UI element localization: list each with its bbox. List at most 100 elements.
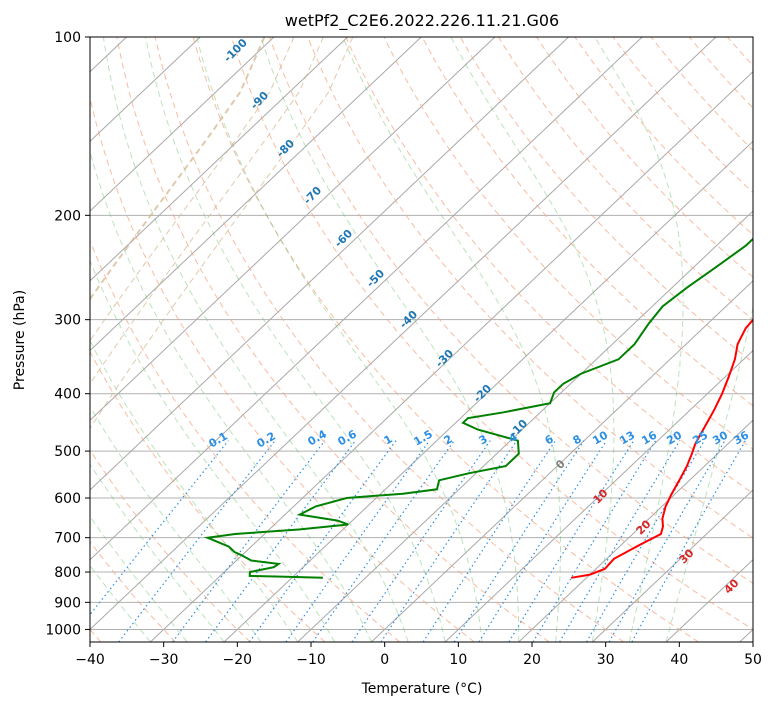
dry-adiabat-line xyxy=(383,37,753,450)
isotherm-line xyxy=(444,349,753,642)
axes: −40 −30 −20 −10 0 10 20 30 40 5010020030040050060… xyxy=(45,30,762,668)
dry-adiabat-line xyxy=(421,37,753,407)
isotherm-line xyxy=(90,37,643,561)
isotherm-line xyxy=(90,37,569,491)
y-axis-label: Pressure (hPa) xyxy=(12,290,28,390)
x-tick-label: −40 xyxy=(75,652,105,668)
y-tick-label: 100 xyxy=(54,30,81,46)
wet-adiabat-label: -70 xyxy=(301,184,324,207)
y-tick-label: 700 xyxy=(54,531,81,547)
mixing-ratio-label: 25 xyxy=(690,429,710,448)
mixing-ratio-label: 0.6 xyxy=(336,427,360,448)
dry-adiabat-line xyxy=(90,95,475,642)
dry-adiabat-line xyxy=(307,37,753,539)
wet-adiabat-label: -50 xyxy=(364,267,387,290)
moist-adiabat-line xyxy=(90,405,262,642)
dry-adiabat-line xyxy=(90,449,251,642)
dewpoint-profile-line xyxy=(203,237,753,579)
dry-adiabat-label: 30 xyxy=(677,546,697,566)
dry-adiabat-line xyxy=(116,37,550,642)
y-tick-label: 600 xyxy=(54,491,81,507)
isotherm-line xyxy=(90,37,496,421)
dry-adiabat-line xyxy=(650,37,753,151)
mixing-ratio-line xyxy=(478,440,608,642)
dry-adiabat-line xyxy=(766,37,775,642)
y-tick-label: 300 xyxy=(54,313,81,329)
dry-adiabat-line xyxy=(90,239,400,642)
y-tick-label: 1000 xyxy=(45,622,81,638)
dry-adiabat-line xyxy=(345,37,753,495)
y-tick-label: 900 xyxy=(54,595,81,611)
isotherm-line xyxy=(90,37,348,282)
y-tick-label: 200 xyxy=(54,208,81,224)
isotherm-line xyxy=(90,37,275,212)
moist-adiabat-line xyxy=(90,150,372,642)
freezing-curve-line xyxy=(90,37,295,342)
mixing-ratio-label: 0.1 xyxy=(207,429,230,450)
mixing-ratio-line xyxy=(422,440,556,642)
mixing-ratio-label: 3 xyxy=(477,432,490,447)
dry-adiabat-line xyxy=(230,37,753,631)
x-tick-label: −20 xyxy=(223,652,253,668)
chart-title: wetPf2_C2E6.2022.226.11.21.G06 xyxy=(285,11,559,31)
isotherm-line xyxy=(739,628,753,642)
dry-adiabat-line xyxy=(459,37,753,364)
moist-adiabat-line xyxy=(145,37,446,642)
wet-adiabat-label: -60 xyxy=(332,227,355,250)
zero-isotherm-label: 0 xyxy=(553,457,568,472)
moist-adiabat-line xyxy=(196,37,483,642)
mixing-ratio-line xyxy=(586,440,705,642)
moist-adiabat-line xyxy=(90,463,225,642)
isotherm-line xyxy=(223,140,753,642)
freezing-curve-line xyxy=(90,37,354,430)
y-tick-label: 500 xyxy=(54,444,81,460)
isotherm-line xyxy=(90,37,201,143)
y-tick-label: 800 xyxy=(54,565,81,581)
dry-adiabat-line xyxy=(612,37,753,194)
mixing-ratio-label: 16 xyxy=(639,428,659,447)
mixing-ratio-label: 13 xyxy=(617,429,637,448)
isotherm-line xyxy=(90,37,422,352)
moist-adiabat-line xyxy=(90,339,299,642)
moist-adiabat-line xyxy=(90,564,151,642)
mixing-ratio-line xyxy=(90,440,229,616)
mixing-ratio-line xyxy=(351,440,491,642)
mixing-ratio-label: 6 xyxy=(543,432,556,447)
wet-adiabat-label: -20 xyxy=(471,382,494,405)
moist-adiabat-line xyxy=(90,515,188,642)
x-tick-label: 0 xyxy=(380,652,389,668)
mixing-ratio-label: 36 xyxy=(731,428,751,447)
dry-adiabat-line xyxy=(727,37,753,67)
background-lines xyxy=(90,37,775,642)
moist-adiabat-line xyxy=(342,37,561,642)
moist-adiabat-line xyxy=(102,37,409,642)
y-tick-label: 400 xyxy=(54,387,81,403)
isotherm-line xyxy=(150,70,753,642)
mixing-ratio-line xyxy=(285,440,431,642)
x-tick-label: 40 xyxy=(670,652,688,668)
isotherm-line xyxy=(518,419,753,642)
wet-adiabat-label: -40 xyxy=(397,308,420,331)
x-tick-label: 50 xyxy=(744,652,762,668)
dry-adiabat-line xyxy=(498,37,753,321)
x-tick-label: −30 xyxy=(149,652,179,668)
x-tick-label: 10 xyxy=(449,652,467,668)
mixing-ratio-label: 8 xyxy=(571,432,584,447)
mixing-ratio-line xyxy=(249,440,397,642)
moist-adiabat-line xyxy=(450,37,615,642)
moist-adiabat-line xyxy=(594,37,684,642)
wet-adiabat-label: -100 xyxy=(221,36,250,65)
dry-adiabat-label: 40 xyxy=(722,576,742,596)
line-labels: 0.1 0.2 0.4 0.6 1 1.5 2 3 4 6 8 10 13 16 20 25 30 3610203… xyxy=(207,36,752,597)
mixing-ratio-line xyxy=(608,440,726,642)
dry-adiabat-line xyxy=(574,37,753,236)
x-tick-label: −10 xyxy=(296,652,326,668)
dry-adiabat-line xyxy=(90,350,326,642)
x-axis-label: Temperature (°C) xyxy=(361,681,483,697)
mixing-ratio-line xyxy=(559,440,681,642)
moist-adiabat-line xyxy=(665,305,753,642)
isotherm-line xyxy=(297,210,753,642)
mixing-ratio-label: 2 xyxy=(442,432,455,447)
mixing-ratio-line xyxy=(508,440,635,642)
